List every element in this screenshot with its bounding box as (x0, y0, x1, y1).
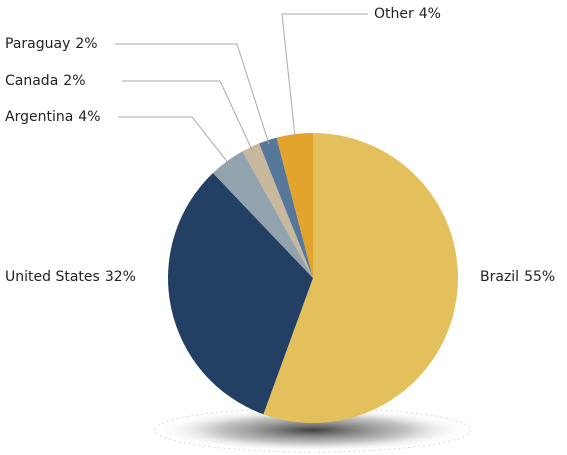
slice-value: 32% (105, 269, 136, 285)
pie-slice (263, 133, 458, 423)
leader-line (281, 13, 368, 139)
slice-value: 55% (524, 269, 555, 285)
slice-name: Brazil (480, 269, 519, 285)
slice-name: United States (5, 269, 100, 285)
pie-slice (276, 133, 313, 278)
pie-slice (242, 143, 313, 278)
leader-line (122, 80, 253, 151)
pie-slice (212, 151, 313, 278)
slice-label: Argentina 4% (5, 109, 101, 125)
slice-value: 2% (75, 36, 97, 52)
slice-label: Other 4% (374, 6, 441, 22)
leader-line (118, 116, 230, 165)
slice-label: United States 32% (5, 269, 136, 285)
slice-value: 4% (419, 6, 441, 22)
slice-name: Other (374, 6, 414, 22)
slice-label: Paraguay 2% (5, 36, 98, 52)
pie-shadow (155, 408, 471, 452)
shadow-outline (154, 407, 472, 453)
slice-name: Paraguay (5, 36, 70, 52)
slice-name: Argentina (5, 109, 73, 125)
slice-value: 2% (63, 73, 85, 89)
leader-line (115, 43, 270, 145)
slice-label: Brazil 55% (480, 269, 555, 285)
slice-value: 4% (78, 109, 100, 125)
pie-slice (259, 137, 313, 278)
slice-label: Canada 2% (5, 73, 86, 89)
slice-name: Canada (5, 73, 58, 89)
pie-slice (167, 173, 313, 415)
